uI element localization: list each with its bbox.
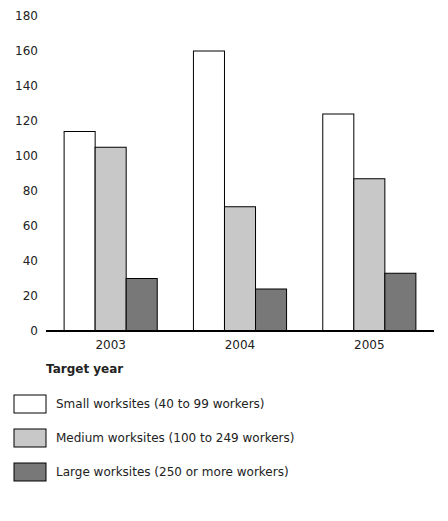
legend-swatch: [14, 395, 46, 413]
x-axis-label: Target year: [46, 362, 123, 376]
y-axis: 0 20 40 60 80 100 120 140 160 180: [15, 9, 38, 338]
y-tick-label: 160: [15, 44, 38, 58]
y-tick-label: 140: [15, 79, 38, 93]
bar: [385, 273, 416, 331]
legend-swatch: [14, 463, 46, 481]
x-axis-line: [46, 330, 434, 332]
legend-label: Large worksites (250 or more workers): [56, 465, 289, 479]
y-tick-label: 80: [23, 184, 38, 198]
y-tick-label: 60: [23, 219, 38, 233]
y-tick-label: 0: [30, 324, 38, 338]
bars: [64, 51, 416, 331]
y-tick-label: 20: [23, 289, 38, 303]
bar: [126, 279, 157, 332]
x-tick-label: 2005: [354, 338, 385, 352]
legend-label: Medium worksites (100 to 249 workers): [56, 431, 294, 445]
chart-container: 0 20 40 60 80 100 120 140 160 180 2003 2004 2005 Targ…: [0, 0, 448, 521]
page: Chart html, body { margin: 0; padding: 0…: [0, 0, 448, 521]
y-tick-label: 120: [15, 114, 38, 128]
legend-swatch: [14, 429, 46, 447]
bar: [224, 207, 255, 331]
bar: [64, 132, 95, 332]
bar: [95, 147, 126, 331]
y-tick-label: 100: [15, 149, 38, 163]
legend: Small worksites (40 to 99 workers) Medium…: [14, 395, 294, 481]
legend-label: Small worksites (40 to 99 workers): [56, 397, 265, 411]
bar: [193, 51, 224, 331]
series: [64, 51, 354, 331]
bar: [256, 289, 287, 331]
y-tick-label: 180: [15, 9, 38, 23]
page-body: {"chart_data": {"type": "bar", "xlabel":…: [0, 0, 448, 521]
x-axis: 2003 2004 2005: [95, 338, 384, 352]
bar: [354, 179, 385, 331]
bar: [323, 114, 354, 331]
series: [126, 273, 416, 331]
series: [95, 147, 385, 331]
chart-svg: 0 20 40 60 80 100 120 140 160 180 2003 2004 2005 Targ…: [0, 0, 448, 521]
x-tick-label: 2004: [225, 338, 256, 352]
y-tick-label: 40: [23, 254, 38, 268]
x-tick-label: 2003: [95, 338, 126, 352]
